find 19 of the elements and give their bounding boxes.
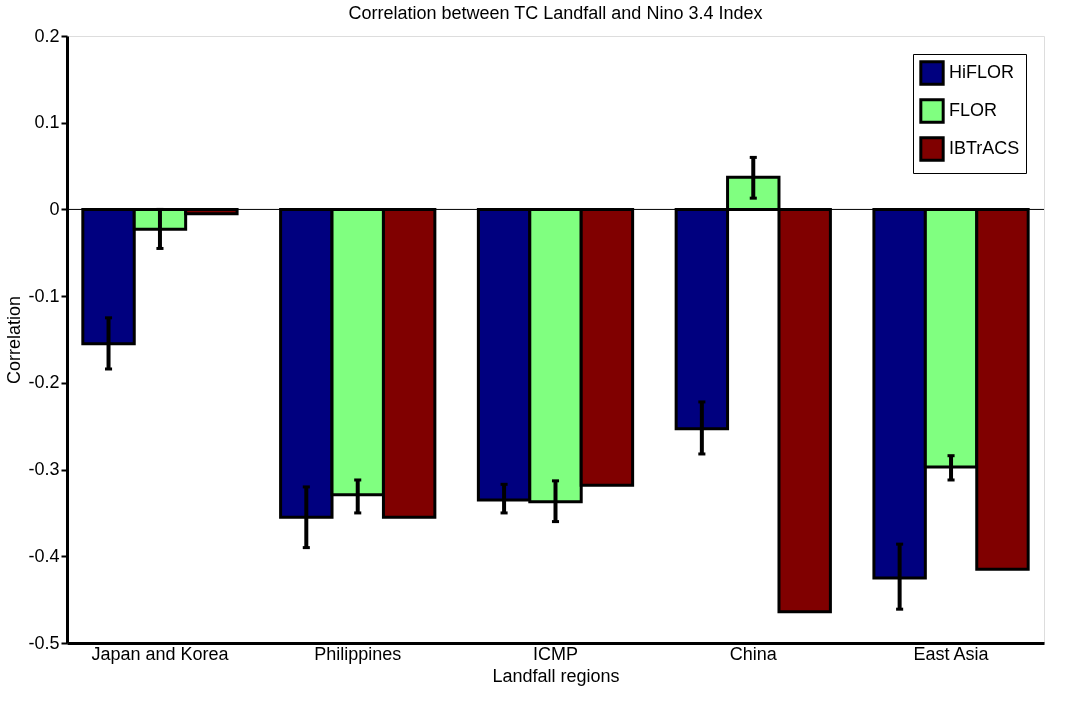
legend-label: HiFLOR — [949, 62, 1015, 82]
x-tick-label: Japan and Korea — [91, 643, 230, 664]
y-tick-label: -0.4 — [28, 545, 60, 566]
y-tick-label: 0 — [49, 198, 60, 219]
x-tick-label: East Asia — [913, 643, 990, 664]
y-tick-label: 0.1 — [34, 112, 60, 133]
y-tick-label: -0.3 — [28, 459, 60, 480]
legend-label: IBTrACS — [949, 138, 1020, 158]
chart-title: Correlation between TC Landfall and Nino 3.4 Index — [348, 3, 763, 23]
x-axis-title: Landfall regions — [492, 665, 620, 686]
x-tick-label: ICMP — [533, 643, 578, 664]
y-tick-label: -0.5 — [28, 632, 60, 653]
x-tick-label: China — [729, 643, 778, 664]
y-tick-label: -0.2 — [28, 372, 60, 393]
y-tick-label: 0.2 — [34, 25, 60, 46]
y-tick-label: -0.1 — [28, 285, 60, 306]
y-axis-title: Correlation — [4, 295, 25, 385]
legend-label: FLOR — [949, 100, 998, 120]
x-tick-label: Philippines — [314, 643, 402, 664]
